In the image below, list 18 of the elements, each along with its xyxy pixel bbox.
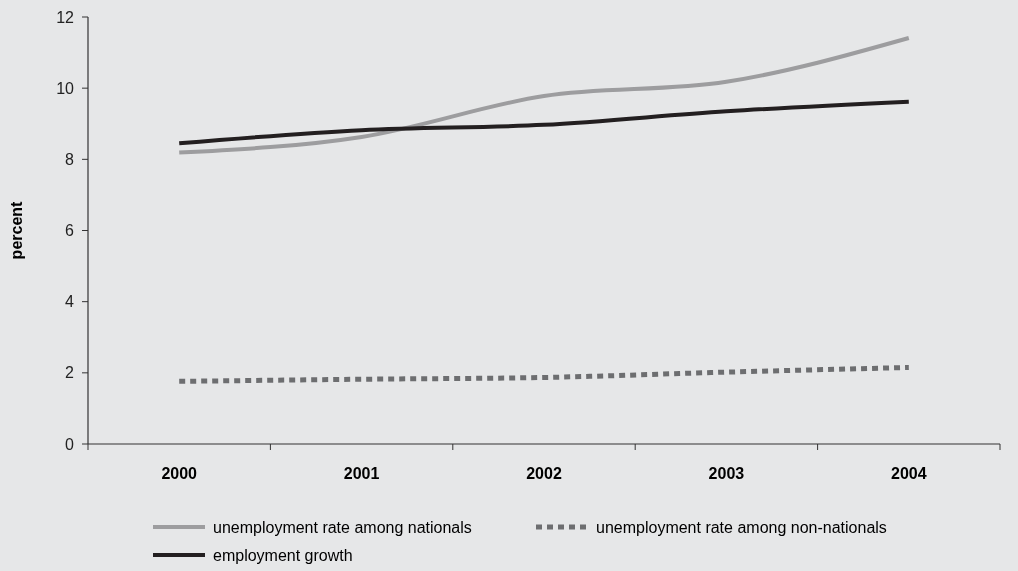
- x-tick-label: 2003: [708, 465, 745, 482]
- legend-label: unemployment rate among nationals: [213, 518, 472, 536]
- x-tick-label: 2000: [161, 465, 198, 482]
- x-tick-label: 2004: [891, 465, 927, 482]
- legend-label: unemployment rate among non-nationals: [596, 518, 887, 536]
- y-tick-label: 6: [65, 222, 75, 240]
- x-tick-label: 2002: [526, 465, 562, 482]
- y-tick-label: 2: [65, 364, 75, 382]
- x-tick-label: 2001: [343, 465, 380, 482]
- legend-label: employment growth: [213, 546, 353, 564]
- y-tick-label: 0: [65, 435, 75, 453]
- y-tick-label: 12: [56, 8, 75, 26]
- line-series: [177, 35, 911, 155]
- y-axis-title: percent: [8, 200, 25, 260]
- y-tick-label: 8: [65, 150, 75, 168]
- line-series: [177, 99, 911, 146]
- y-tick-label: 10: [56, 79, 75, 97]
- y-tick-label: 4: [65, 293, 75, 311]
